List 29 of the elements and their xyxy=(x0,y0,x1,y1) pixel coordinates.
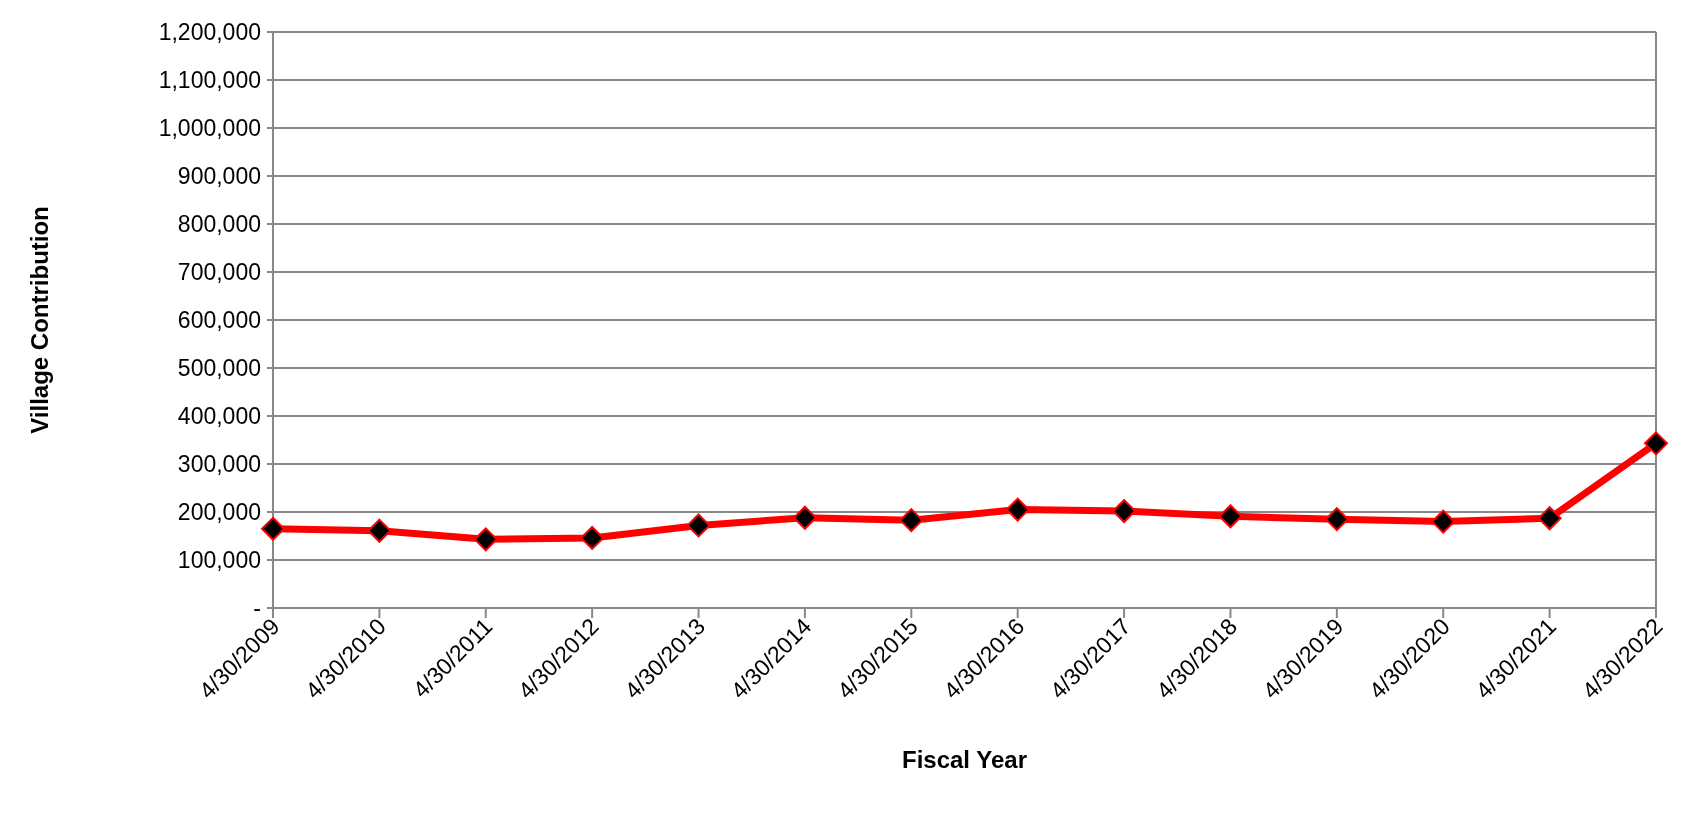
point xyxy=(899,508,924,533)
point xyxy=(1324,507,1349,532)
point xyxy=(367,518,392,543)
y-tick-label: 1,000,000 xyxy=(158,115,261,142)
y-tick-label: 900,000 xyxy=(177,163,261,190)
y-tick-label: 700,000 xyxy=(177,259,261,286)
point xyxy=(1005,497,1030,522)
y-tick-label: 500,000 xyxy=(177,355,261,382)
y-tick-label: 1,100,000 xyxy=(158,67,261,94)
y-tick-label: 600,000 xyxy=(177,307,261,334)
point xyxy=(1218,504,1243,529)
point xyxy=(686,513,711,538)
point xyxy=(1644,431,1668,456)
point xyxy=(792,505,817,530)
point xyxy=(473,527,498,552)
y-tick-label: 100,000 xyxy=(177,547,261,574)
x-axis-title: Fiscal Year xyxy=(902,746,1027,773)
point xyxy=(580,525,605,550)
y-axis-title: Village Contribution xyxy=(26,206,53,434)
point xyxy=(1537,506,1562,531)
point xyxy=(1112,499,1137,524)
y-tick-label: 300,000 xyxy=(177,451,261,478)
y-tick-label: 1,200,000 xyxy=(158,19,261,46)
y-tick-label: 200,000 xyxy=(177,499,261,526)
y-tick-label: 400,000 xyxy=(177,403,261,430)
y-tick-label: 800,000 xyxy=(177,211,261,238)
point xyxy=(1431,509,1456,534)
point xyxy=(261,516,285,541)
y-tick-label: - xyxy=(253,595,261,622)
